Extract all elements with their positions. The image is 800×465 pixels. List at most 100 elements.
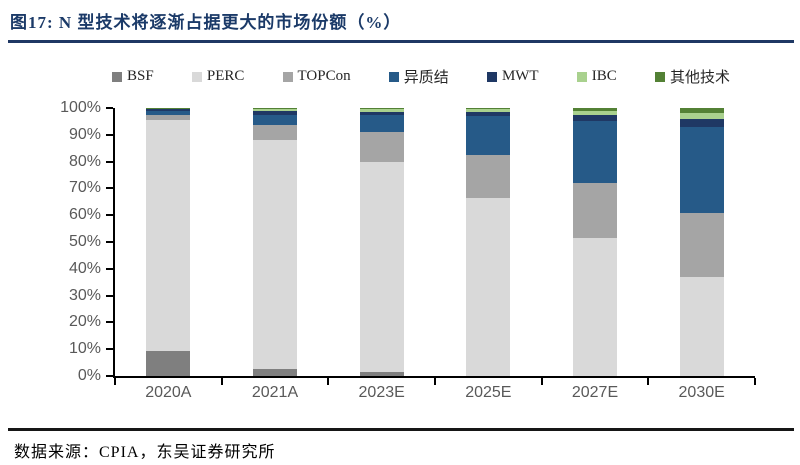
x-axis-tick [220, 378, 223, 385]
bar-segment-MWT [359, 112, 404, 115]
bar-segment-异质结 [253, 114, 297, 126]
legend-label: PERC [206, 68, 245, 84]
legend-item-PERC: PERC [191, 68, 245, 85]
bar-segment-PERC [253, 140, 297, 370]
x-axis-tick [754, 378, 756, 385]
bar-segment-IBC [466, 109, 511, 113]
bar-segment-MWT [146, 109, 191, 111]
y-axis-tick [106, 214, 113, 217]
x-axis-label: 2023E [358, 384, 405, 401]
x-axis-label: 2020A [145, 384, 192, 401]
legend-item-TOPCon: TOPCon [282, 68, 351, 85]
y-axis-label: 60% [68, 206, 101, 224]
x-axis-tick [540, 378, 543, 385]
legend-label: 异质结 [403, 70, 449, 86]
bar-segment-IBC [573, 110, 617, 115]
legend-swatch-icon [486, 71, 497, 82]
bar-segment-MWT [253, 110, 297, 115]
y-axis-tick [106, 133, 113, 136]
y-axis-tick [106, 348, 113, 351]
legend-swatch-icon [282, 71, 293, 82]
bar-segment-TOPCon [466, 154, 511, 198]
bar-segment-BSF [359, 371, 404, 376]
legend-item-MWT: MWT [486, 68, 539, 85]
bar-segment-其他技术 [573, 108, 617, 111]
legend-label: MWT [501, 68, 539, 84]
legend-swatch-icon [654, 71, 665, 82]
bar-segment-异质结 [679, 126, 724, 213]
bar-segment-异质结 [146, 110, 191, 115]
bar-segment-MWT [466, 112, 511, 117]
bar-segment-BSF [253, 369, 297, 376]
bar-segment-其他技术 [466, 108, 511, 110]
y-axis-label: 70% [68, 179, 101, 197]
legend-item-异质结: 异质结 [388, 66, 449, 87]
legend-swatch-icon [112, 71, 122, 82]
bar-segment-IBC [679, 113, 724, 119]
y-axis-tick [106, 294, 113, 297]
x-axis-label: 2025E [465, 384, 512, 401]
bar-segment-PERC [466, 197, 511, 376]
y-axis-label: 20% [68, 313, 101, 331]
bar-2025E [466, 108, 511, 376]
bar-segment-PERC [679, 276, 724, 376]
legend-item-其他技术: 其他技术 [654, 66, 730, 87]
bar-segment-PERC [359, 161, 404, 372]
y-axis-tick [106, 321, 113, 324]
bar-2027E [573, 108, 617, 376]
x-axis-label: 2021A [251, 384, 299, 401]
legend-label: IBC [591, 68, 617, 84]
bar-2030E [679, 108, 724, 376]
y-axis-label: 50% [68, 233, 101, 250]
legend-swatch-icon [576, 71, 587, 82]
y-axis-label: 30% [68, 286, 101, 304]
legend-swatch-icon [191, 71, 202, 82]
bar-segment-其他技术 [253, 108, 297, 110]
legend-item-IBC: IBC [576, 68, 617, 85]
legend-label: BSF [127, 68, 154, 84]
y-axis-label: 10% [68, 340, 101, 358]
y-axis-label: 90% [68, 125, 101, 143]
title-divider [8, 40, 794, 43]
x-axis-label: 2030E [678, 384, 725, 401]
bar-segment-MWT [573, 114, 617, 122]
bar-segment-IBC [359, 109, 404, 113]
bar-segment-异质结 [359, 114, 404, 133]
bar-segment-其他技术 [679, 108, 724, 114]
y-axis-tick [106, 241, 113, 243]
source-note: 数据来源：CPIA，东吴证券研究所 [14, 444, 276, 461]
bar-2021A [253, 108, 297, 376]
y-axis-tick [106, 160, 113, 163]
x-axis-tick [327, 378, 330, 385]
bar-segment-MWT [679, 118, 724, 127]
y-axis-label: 0% [77, 367, 101, 384]
bar-segment-TOPCon [253, 125, 297, 141]
bar-segment-其他技术 [359, 108, 404, 110]
x-axis-tick [114, 378, 116, 385]
bar-segment-TOPCon [359, 132, 404, 162]
y-axis-label: 80% [68, 152, 101, 170]
bar-segment-BSF [146, 350, 191, 376]
bar-2023E [359, 108, 404, 376]
source-divider [8, 428, 794, 431]
bar-segment-其他技术 [146, 108, 191, 109]
bar-segment-异质结 [573, 121, 617, 184]
y-axis-tick [106, 267, 113, 270]
bar-segment-PERC [146, 120, 191, 351]
bar-segment-PERC [573, 237, 617, 376]
bar-segment-TOPCon [146, 114, 191, 121]
chart-legend: BSF PERC TOPCon 异质结 MWT IBC 其他技术 [112, 66, 730, 87]
y-axis-label: 100% [60, 99, 101, 116]
y-axis-tick [106, 187, 113, 190]
bar-segment-TOPCon [573, 183, 617, 238]
legend-item-BSF: BSF [112, 68, 154, 85]
plot-area: 0% 10% 20% 30% 40% 50% 60% 70% 80% 90% 100% 2020A 20… [60, 99, 756, 401]
y-axis-label: 40% [68, 259, 101, 277]
bar-segment-IBC [253, 109, 297, 111]
legend-label: 其他技术 [669, 70, 730, 86]
x-axis-tick [434, 378, 436, 385]
x-axis-label: 2027E [571, 384, 619, 401]
bar-segment-TOPCon [679, 212, 724, 277]
y-axis-tick [106, 107, 113, 109]
